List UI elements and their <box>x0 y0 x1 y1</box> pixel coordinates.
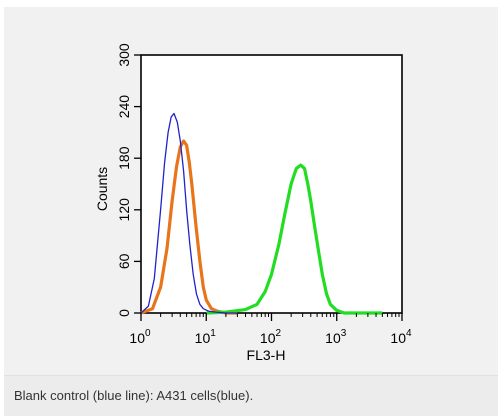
y-tick-label: 120 <box>116 198 132 222</box>
series-line-2 <box>206 163 383 315</box>
caption-text: Blank control (blue line): A431 cells(bl… <box>14 388 254 403</box>
axes-layer: 100 101 102 103 104 0 60 120 180 240 300 <box>116 43 412 346</box>
y-tick-label: 0 <box>116 309 132 317</box>
x-axis-label: FL3-H <box>247 347 286 363</box>
y-axis-label: Counts <box>94 167 110 211</box>
y-tick-label: 180 <box>116 146 132 170</box>
series-line-0 <box>140 112 238 314</box>
y-tick-label: 60 <box>116 253 132 269</box>
series-layer <box>140 112 383 315</box>
x-tick-label: 100 <box>129 328 151 346</box>
x-tick-label: 104 <box>390 328 412 346</box>
series-line-1 <box>140 139 238 315</box>
figure-caption: Blank control (blue line): A431 cells(bl… <box>4 375 498 416</box>
histogram-chart: 100 101 102 103 104 0 60 120 180 240 300 FL3-H Cou… <box>94 43 412 363</box>
y-tick-label: 300 <box>116 43 132 67</box>
x-tick-label: 102 <box>260 328 282 346</box>
x-tick-label: 103 <box>325 328 347 346</box>
figure-panel: 100 101 102 103 104 0 60 120 180 240 300 FL3-H Cou… <box>4 7 498 375</box>
y-tick-label: 240 <box>116 95 132 119</box>
x-tick-label: 101 <box>195 328 217 346</box>
